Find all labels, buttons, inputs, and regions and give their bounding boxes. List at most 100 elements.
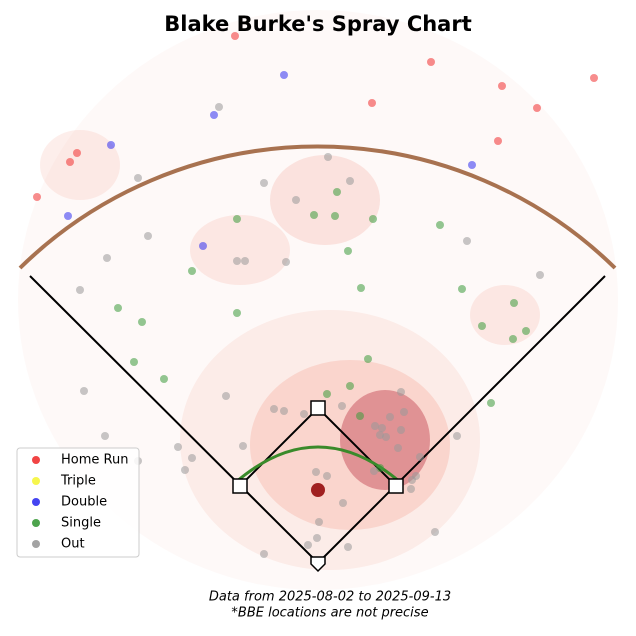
point [412,472,420,480]
point [76,286,84,294]
point [160,375,168,383]
legend-label: Out [61,537,85,552]
point [174,443,182,451]
point [458,285,466,293]
point [533,104,541,112]
point [188,267,196,275]
legend-label: Single [61,516,101,531]
point [282,258,290,266]
point [394,444,402,452]
legend-marker [32,477,40,485]
point [260,179,268,187]
point [313,534,321,542]
point [331,212,339,220]
point [386,413,394,421]
point [357,284,365,292]
point [114,304,122,312]
point [199,242,207,250]
point [134,174,142,182]
legend-marker [32,498,40,506]
point [427,58,435,66]
points [33,32,598,558]
point [478,322,486,330]
point [369,215,377,223]
point [346,382,354,390]
point [210,111,218,119]
point [241,257,249,265]
point [368,99,376,107]
point [416,453,424,461]
point [487,399,495,407]
density-contour [180,310,480,570]
point [364,355,372,363]
point [315,518,323,526]
point [333,188,341,196]
density-contour [18,10,618,590]
point [323,472,331,480]
note: *BBE locations are not precise [231,606,428,621]
second-base [310,400,326,416]
point [494,137,502,145]
point [188,454,196,462]
legend-marker [32,540,40,548]
point [144,232,152,240]
point [431,528,439,536]
point [107,141,115,149]
point [312,468,320,476]
point [344,543,352,551]
point [215,103,223,111]
point [590,74,598,82]
chart-title: Blake Burke's Spray Chart [164,12,472,36]
point [339,499,347,507]
point [324,153,332,161]
point [33,193,41,201]
point [468,161,476,169]
point [101,432,109,440]
point [509,335,517,343]
point [356,412,364,420]
point [233,215,241,223]
point [338,402,346,410]
density-contour [40,130,120,200]
point [103,254,111,262]
point [130,358,138,366]
density-contour [190,215,290,285]
point [280,71,288,79]
legend-label: Triple [60,474,96,489]
point [463,237,471,245]
point [239,442,247,450]
point [498,82,506,90]
point [510,299,518,307]
point [260,550,268,558]
point [73,149,81,157]
point [233,257,241,265]
point [382,433,390,441]
point [400,408,408,416]
point [304,541,312,549]
density-contour [470,285,540,345]
point [231,32,239,40]
point [138,318,146,326]
point [323,390,331,398]
point [407,485,415,493]
point [536,271,544,279]
point [397,426,405,434]
first-base [388,478,404,494]
legend-label: Double [61,495,107,510]
home-plate [310,556,326,573]
point [64,212,72,220]
point [292,196,300,204]
point [371,422,379,430]
point [233,309,241,317]
point [378,424,386,432]
legend-box [16,447,140,558]
point [310,211,318,219]
subtitle: Data from 2025-08-02 to 2025-09-13 [209,590,451,605]
point [522,327,530,335]
center-marker [311,483,325,497]
legend-marker [32,519,40,527]
legend-label: Home Run [61,453,128,468]
point [181,466,189,474]
